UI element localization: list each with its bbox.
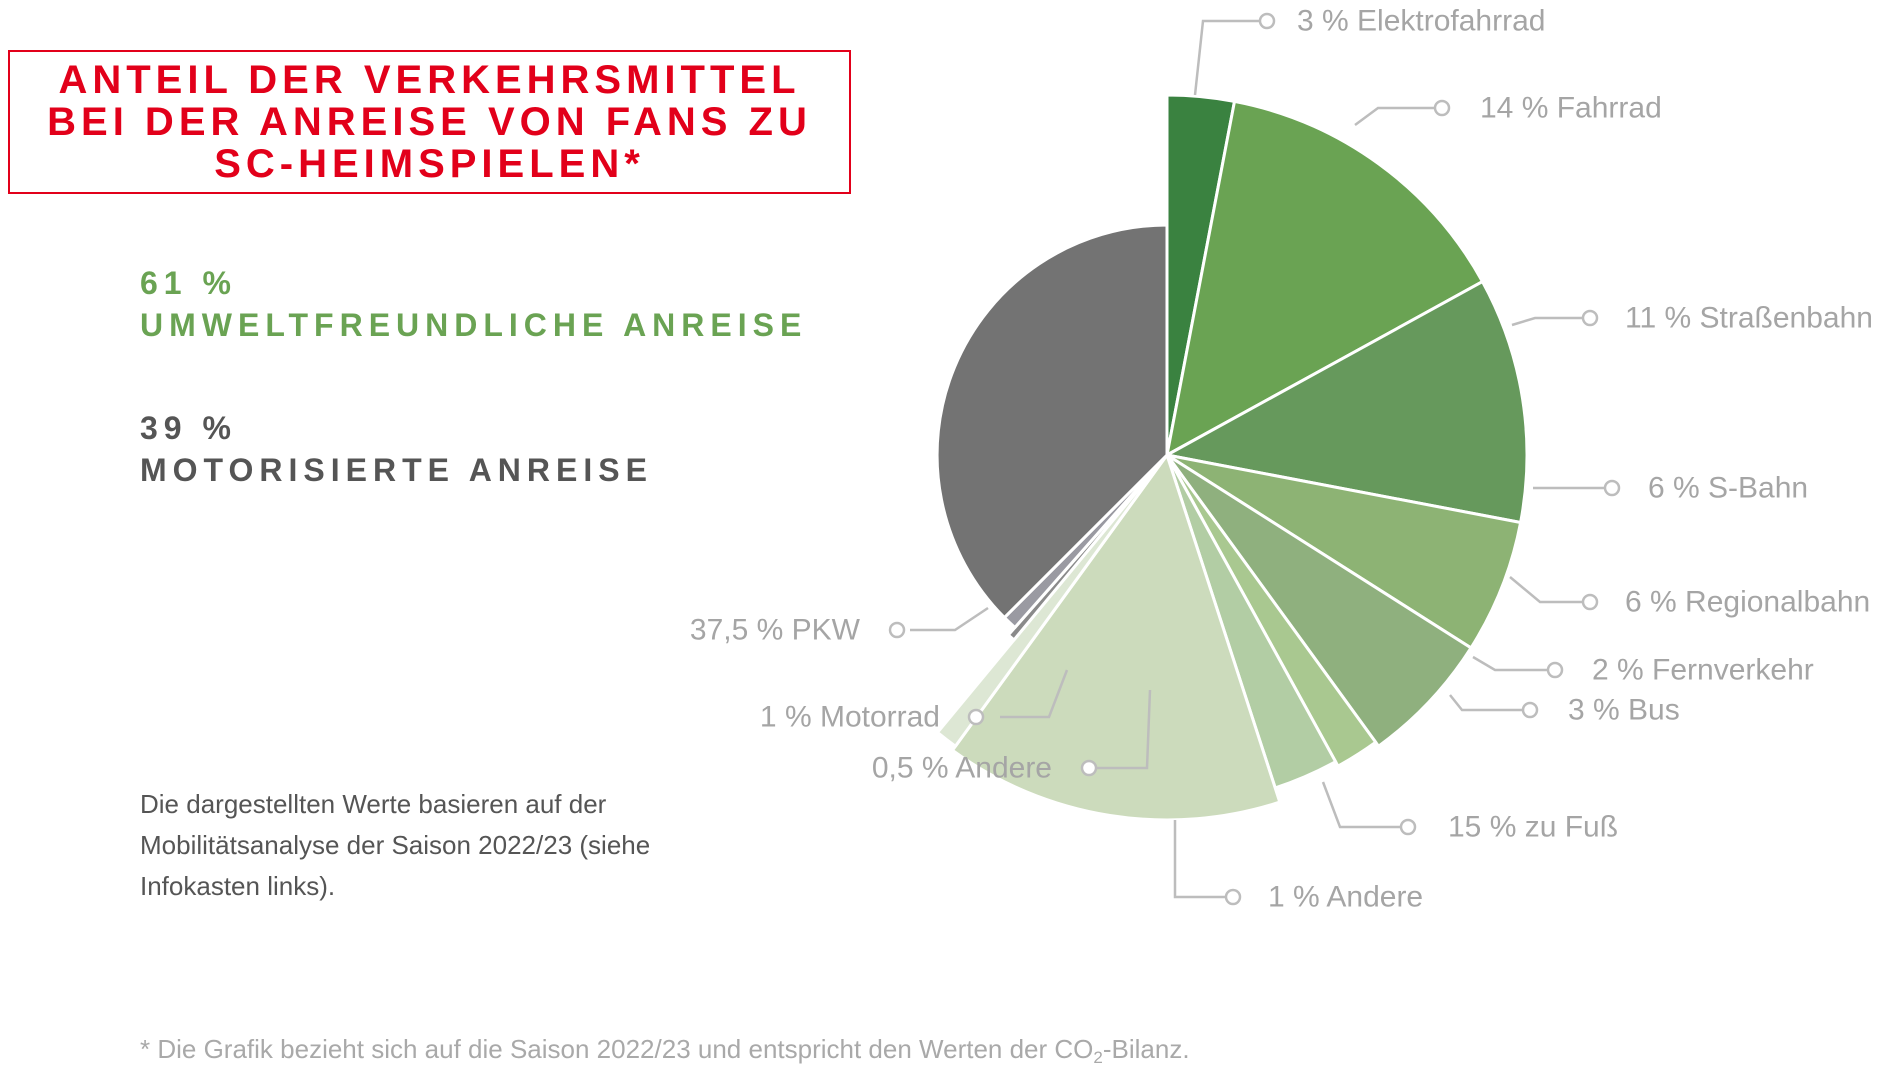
leader-dot <box>967 708 985 726</box>
footnote-text: * Die Grafik bezieht sich auf die Saison… <box>140 1034 1094 1064</box>
leader-line <box>1000 669 1069 719</box>
chart-title: ANTEIL DER VERKEHRSMITTEL BEI DER ANREIS… <box>47 58 812 186</box>
leader-dot <box>1546 661 1564 679</box>
leader-dot <box>1258 12 1276 30</box>
leader-line <box>1354 106 1437 127</box>
slice-label: 6 % Regionalbahn <box>1625 586 1870 619</box>
slice-label: 1 % Motorrad <box>760 701 940 734</box>
leader-dot <box>1581 593 1599 611</box>
slice-label: 3 % Bus <box>1568 694 1680 727</box>
slice-label: 11 % Straßenbahn <box>1625 302 1873 335</box>
share-eco: 61 % UMWELTFREUNDLICHE ANREISE <box>140 262 807 346</box>
slice-label: 6 % S-Bahn <box>1648 472 1808 505</box>
share-eco-percent: 61 % <box>140 265 237 301</box>
pie-slice <box>1165 99 1484 457</box>
share-motorized-percent: 39 % <box>140 410 237 446</box>
leader-line <box>1472 655 1550 672</box>
leader-dot <box>1433 99 1451 117</box>
source-note: Die dargestellten Werte basieren auf der… <box>140 789 651 901</box>
slice-label: 3 % Elektrofahrrad <box>1297 5 1545 38</box>
pie-leaders: 3 % Elektrofahrrad 14 % Fahrrad 11 % Straß… <box>690 5 1873 914</box>
slice-label: 2 % Fernverkehr <box>1592 654 1814 687</box>
leader-dot <box>1521 701 1539 719</box>
slice-label: 1 % Andere <box>1268 881 1423 914</box>
leader-dot <box>1581 309 1599 327</box>
leader-dot <box>1080 759 1098 777</box>
pie-slice <box>936 453 1169 748</box>
leader-dot <box>1224 888 1242 906</box>
footnote: * Die Grafik bezieht sich auf die Saison… <box>140 1032 1190 1066</box>
share-eco-label: UMWELTFREUNDLICHE ANREISE <box>140 307 808 343</box>
slice-label: 15 % zu Fuß <box>1448 811 1618 844</box>
footnote-text-end: -Bilanz. <box>1102 1034 1190 1064</box>
slice-label: 14 % Fahrrad <box>1480 92 1662 125</box>
footnote-subscript: 2 <box>1093 1048 1103 1067</box>
pie-slice <box>951 453 1282 822</box>
leader-dot <box>888 621 906 639</box>
pie-slice <box>1165 453 1378 768</box>
share-motorized-label: MOTORISIERTE ANREISE <box>140 452 653 488</box>
leader-line <box>1449 694 1525 712</box>
pie-slices <box>935 93 1529 822</box>
pie-slice <box>1165 453 1473 748</box>
pie-slice <box>1165 453 1523 650</box>
leader-line <box>910 606 989 632</box>
leader-line <box>1321 781 1402 829</box>
leader-line <box>1511 316 1585 327</box>
leader-line <box>1509 576 1585 604</box>
pie-slice <box>935 223 1169 620</box>
share-motorized: 39 % MOTORISIERTE ANREISE <box>140 407 653 491</box>
leader-line <box>1173 820 1228 899</box>
leader-line <box>1193 19 1262 96</box>
leader-dot <box>1603 479 1621 497</box>
slice-label: 0,5 % Andere <box>872 752 1052 785</box>
leader-dot <box>1399 818 1417 836</box>
leader-line <box>1095 689 1152 770</box>
pie-slice <box>1165 280 1529 524</box>
title-box: ANTEIL DER VERKEHRSMITTEL BEI DER ANREIS… <box>8 50 851 194</box>
slice-label: 37,5 % PKW <box>690 614 861 647</box>
